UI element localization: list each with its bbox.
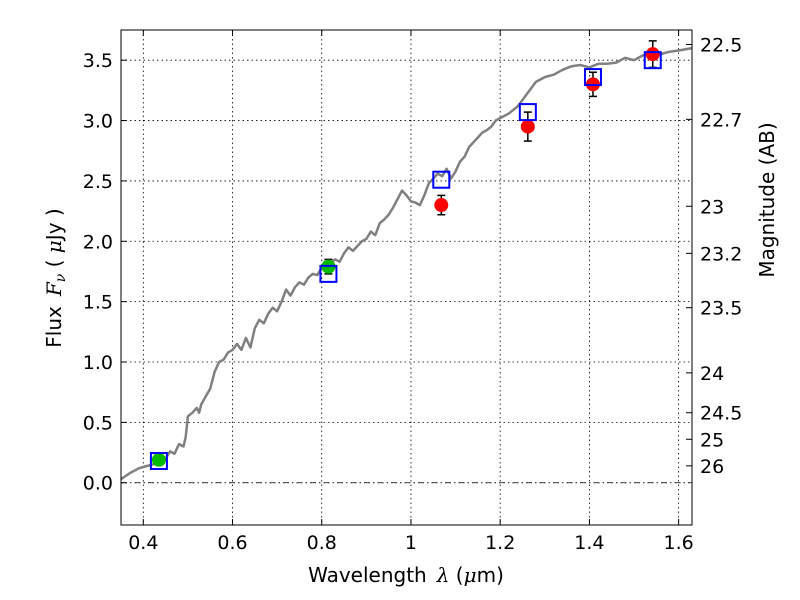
y-tick-label: 1.5 — [83, 292, 113, 314]
plot-area — [120, 29, 693, 526]
y-tick-label: 0.0 — [83, 473, 113, 495]
y-axis-ticks: 0.0 0.5 1.0 1.5 2.0 2.5 3.0 3.5 — [83, 50, 127, 495]
template-spectrum-line — [120, 46, 693, 481]
y-tick-label: 2.5 — [83, 171, 113, 193]
magnitude-axis-ticks: 22.5 22.7 23 23.2 23.5 24 24.5 25 26 — [686, 34, 742, 478]
magnitude-tick-label: 23.2 — [700, 243, 742, 265]
observed-nir-point — [520, 119, 535, 134]
model-photometry-marker — [319, 264, 338, 283]
x-axis-label-unit-mu: μ — [464, 563, 477, 587]
y-axis-label-unit-close: Jy ) — [42, 208, 66, 242]
model-photometry-marker — [643, 51, 662, 70]
x-tick-label: 1 — [405, 532, 417, 554]
y-tick-label: 3.5 — [83, 50, 113, 72]
observed-nir-point — [645, 47, 660, 62]
x-tick-label: 1.2 — [485, 532, 515, 554]
magnitude-tick-label: 26 — [700, 456, 724, 478]
model-photometry-marker — [149, 452, 168, 471]
x-axis-label-unit-close: m) — [477, 563, 504, 587]
x-tick-label: 1.4 — [574, 532, 604, 554]
magnitude-tick-label: 22.5 — [700, 34, 742, 56]
y-tick-label: 3.0 — [83, 111, 113, 133]
magnitude-tick-label: 25 — [700, 429, 724, 451]
y-tick-label: 1.0 — [83, 352, 113, 374]
x-axis-label: Wavelength λ (μm) — [308, 563, 504, 587]
y-axis-label-unit-open: ( — [42, 253, 66, 274]
y-axis-label-unit-mu: μ — [42, 240, 66, 253]
observed-nir-point — [434, 198, 449, 213]
y-axis-label-prefix: Flux — [42, 306, 66, 348]
x-axis-label-symbol: λ — [436, 563, 450, 587]
x-tick-label: 0.4 — [128, 532, 158, 554]
magnitude-tick-label: 23 — [700, 196, 724, 218]
x-axis-label-prefix: Wavelength — [308, 563, 427, 587]
x-tick-label: 0.6 — [217, 532, 247, 554]
x-tick-label: 0.8 — [307, 532, 337, 554]
magnitude-tick-label: 23.5 — [700, 298, 742, 320]
magnitude-tick-label: 24.5 — [700, 403, 742, 425]
observed-optical-point — [151, 452, 166, 467]
magnitude-tick-label: 22.7 — [700, 109, 742, 131]
magnitude-axis-label: Magnitude (AB) — [755, 122, 779, 277]
magnitude-tick-label: 24 — [700, 363, 724, 385]
y-tick-label: 2.0 — [83, 231, 113, 253]
model-photometry-marker — [583, 68, 602, 87]
y-axis-label-symbol: F — [42, 281, 66, 297]
x-axis-ticks: 0.4 0.6 0.8 1 1.2 1.4 1.6 — [128, 30, 694, 554]
model-photometry-marker — [518, 103, 537, 122]
model-photometry-marker — [432, 170, 451, 189]
x-axis-label-unit-open: ( — [449, 563, 463, 587]
x-tick-label: 1.6 — [664, 532, 694, 554]
y-tick-label: 0.5 — [83, 412, 113, 434]
y-axis-label-subscript: ν — [53, 273, 69, 282]
plot-frame — [120, 29, 693, 526]
y-axis-label: Flux Fν ( μJy ) — [42, 208, 69, 347]
